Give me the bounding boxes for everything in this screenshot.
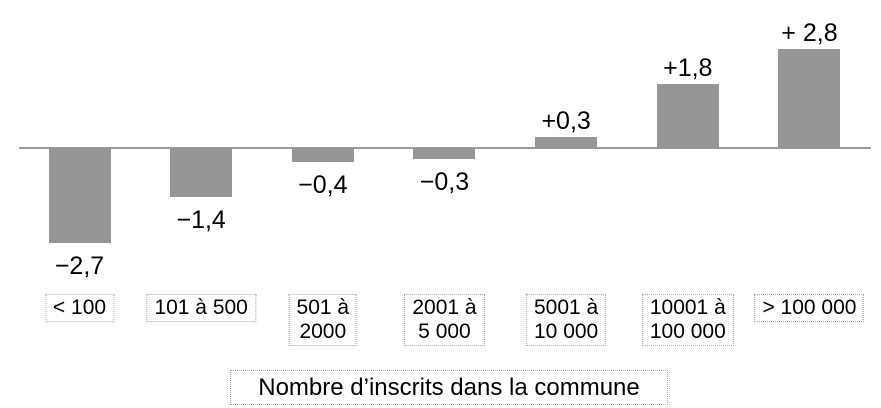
- x-axis-caption-box: Nombre d’inscrits dans la commune: [230, 370, 668, 405]
- bar-value-label: −1,4: [176, 206, 226, 234]
- category-label-line: 100 000: [649, 320, 726, 343]
- category-label: > 100 000: [754, 294, 865, 322]
- category-label: 501 à 2000: [288, 294, 358, 346]
- bar-7: [778, 49, 841, 148]
- bar-value-label: −0,4: [298, 171, 348, 199]
- bar-4: [413, 148, 476, 159]
- bar-value-label: −0,3: [419, 168, 470, 196]
- category-label: 10001 à 100 000: [641, 294, 734, 346]
- category-label: 101 à 500: [146, 294, 256, 322]
- category-label-line: 2001 à: [412, 296, 477, 319]
- bar-2: [170, 148, 233, 197]
- category-label-line: 2000: [299, 320, 347, 343]
- bar-value-label: −2,7: [54, 252, 105, 280]
- bar-value-label: + 2,8: [781, 19, 838, 47]
- category-label-line: < 100: [52, 296, 107, 319]
- bar-value-label: +0,3: [541, 107, 591, 135]
- category-label-line: 10 000: [534, 320, 599, 343]
- category-label-line: 5 000: [418, 320, 471, 343]
- category-label-line: 5001 à: [534, 296, 599, 319]
- category-label: < 100: [44, 294, 115, 322]
- category-label-line: 10001 à: [649, 296, 726, 319]
- bar-1: [48, 148, 111, 243]
- bar-value-label: +1,8: [663, 54, 713, 82]
- category-label-line: > 100 000: [762, 296, 857, 319]
- bar-6: [656, 84, 719, 148]
- category-label-line: 501 à: [296, 296, 350, 319]
- bar-5: [535, 137, 598, 148]
- x-axis-caption-text: Nombre d’inscrits dans la commune: [258, 374, 640, 401]
- category-label-line: 101 à 500: [154, 296, 248, 319]
- bar-3: [291, 148, 354, 162]
- category-label: 5001 à 10 000: [526, 294, 607, 346]
